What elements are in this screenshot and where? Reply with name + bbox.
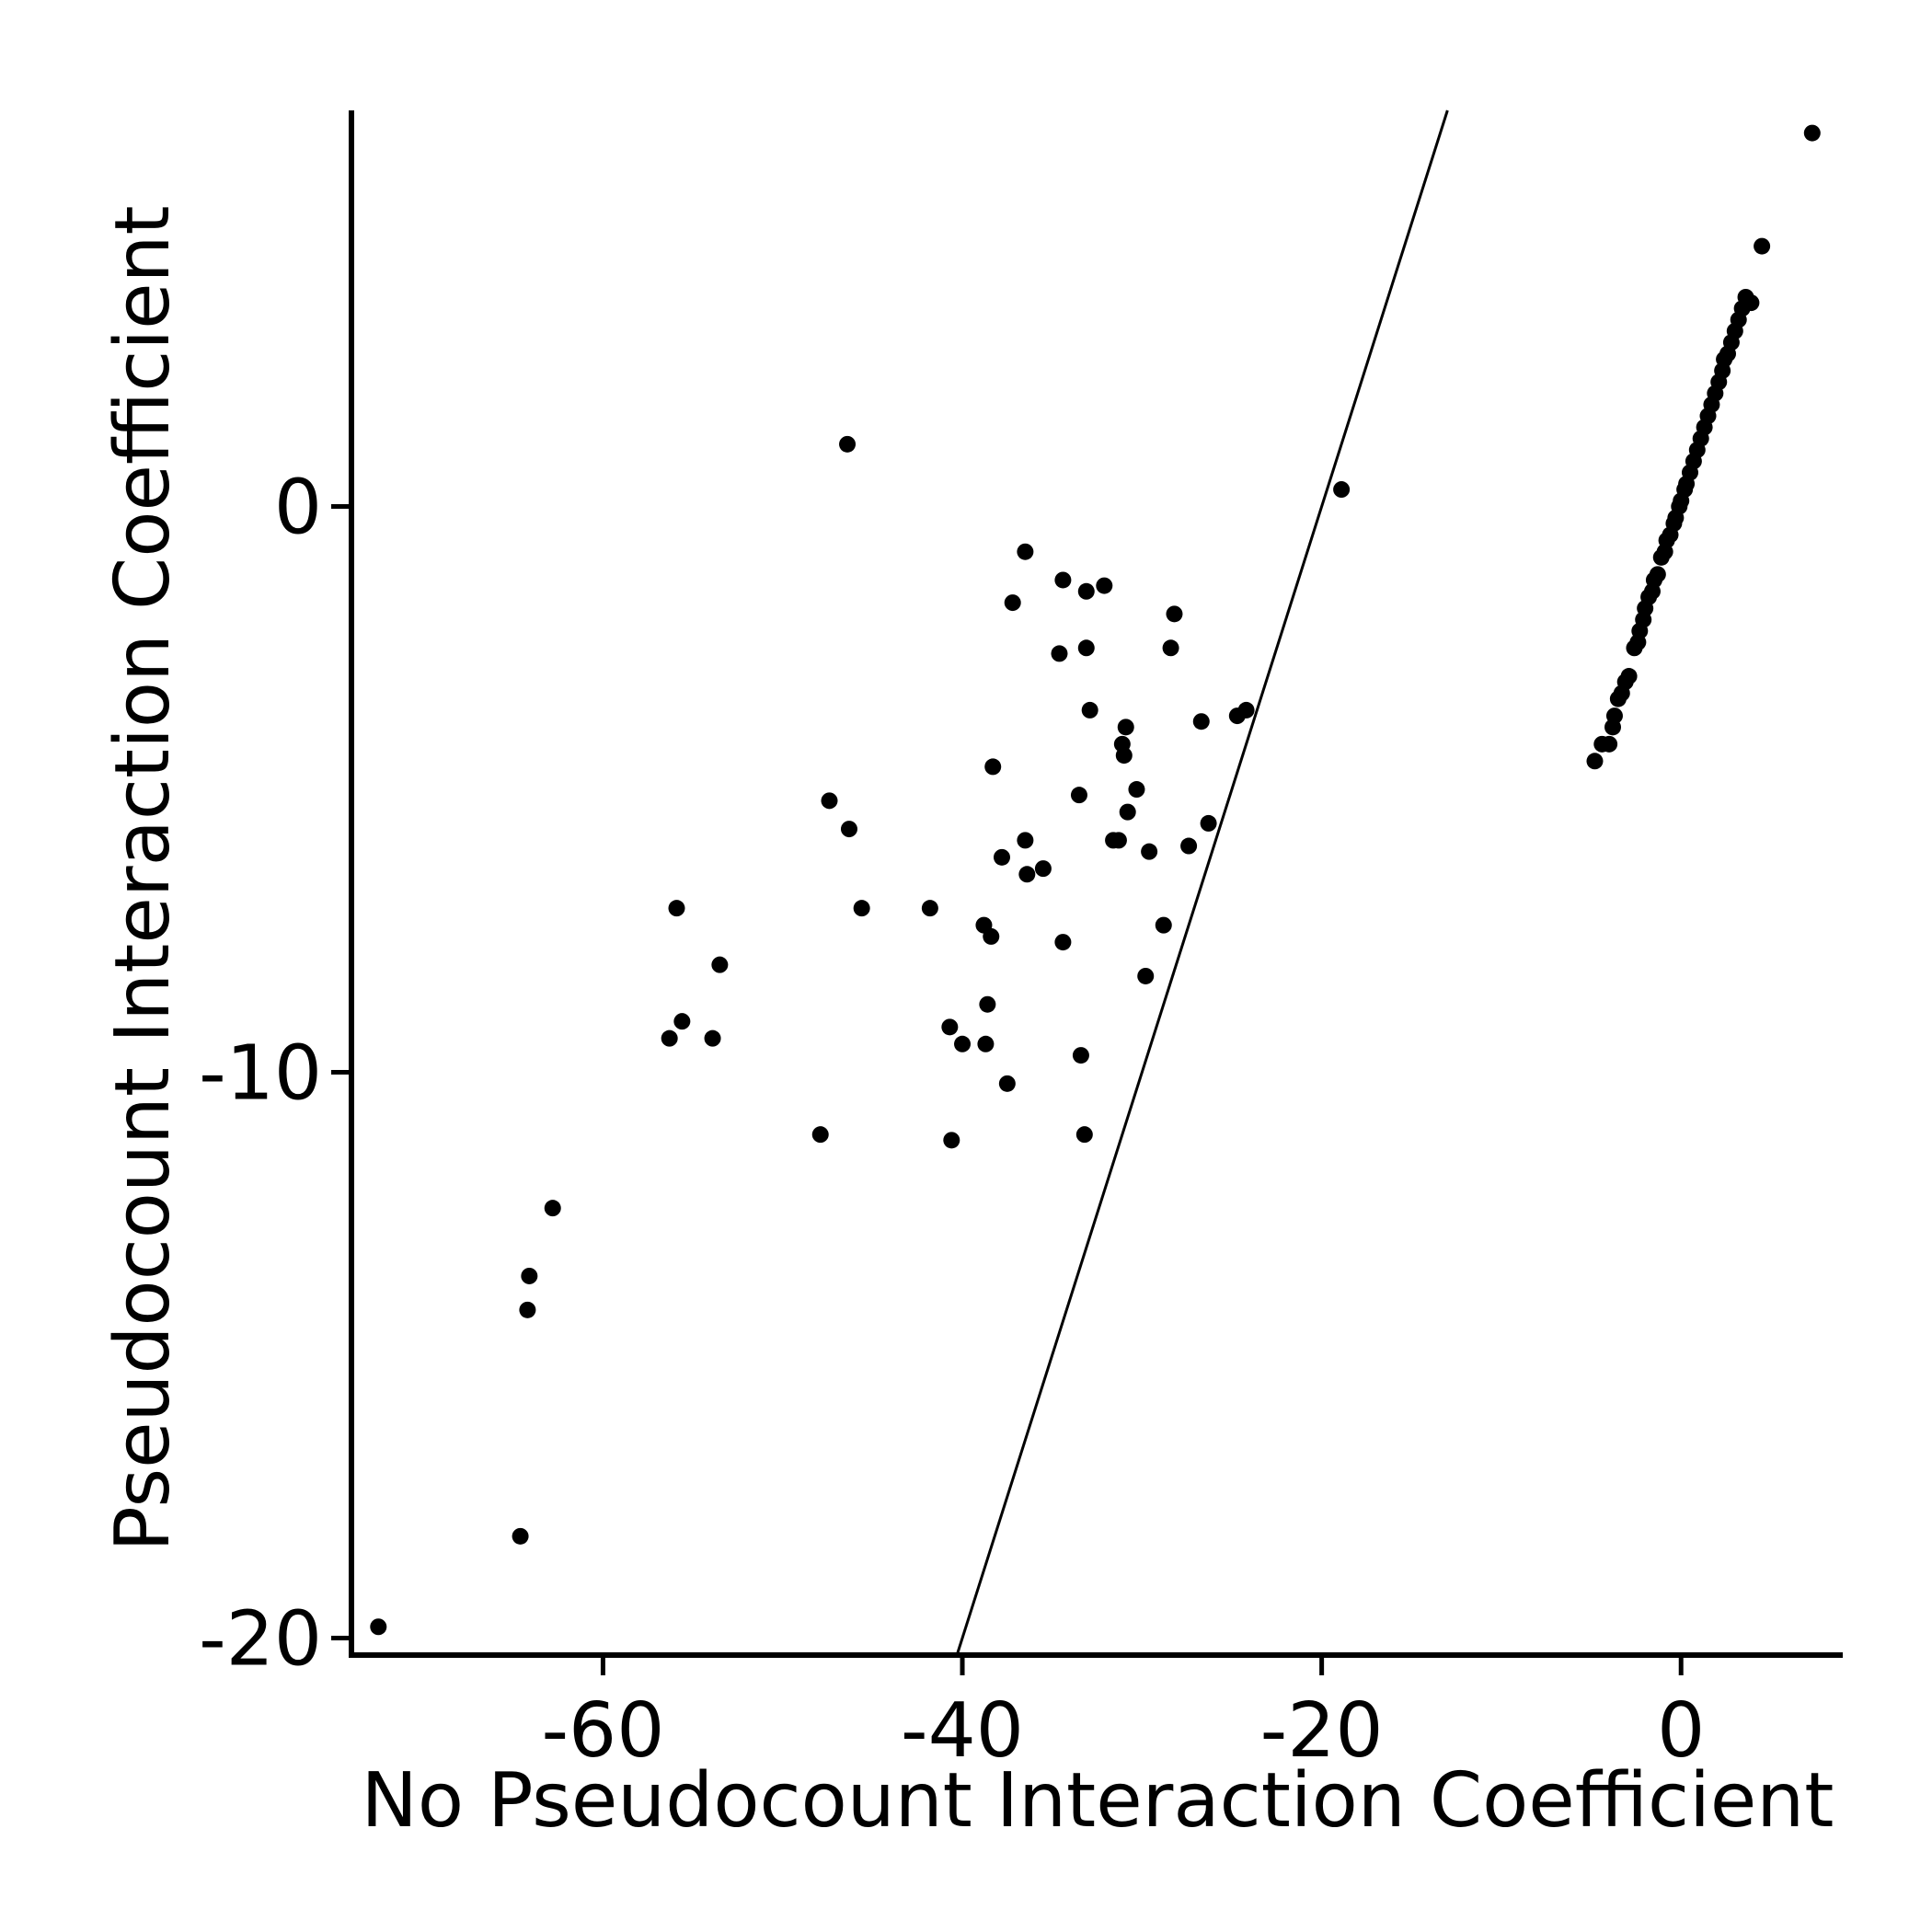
data-point [544,1200,561,1217]
data-point [1333,481,1351,499]
data-point [1017,832,1034,849]
data-point [1077,639,1095,657]
data-point [1605,707,1623,725]
data-point [839,435,857,453]
data-point [1034,860,1052,878]
data-point [1137,967,1155,984]
data-point [711,956,729,973]
x-axis-title: No Pseudocount Interaction Coefficient [362,1757,1834,1845]
data-point [1620,668,1638,685]
x-tick-label: 0 [1657,1687,1705,1775]
data-point [1649,566,1666,583]
data-point [1081,701,1098,719]
data-point [1192,713,1210,730]
data-point [1117,719,1134,736]
data-point [1110,832,1127,849]
x-tick-label: -20 [1260,1687,1384,1775]
data-point [512,1527,529,1545]
data-point [977,1035,995,1052]
data-point [370,1618,387,1636]
data-point [1742,294,1760,312]
data-point [661,1029,678,1047]
data-point [1115,747,1133,765]
reference-line-layer [955,109,1449,1656]
y-tick-label: -10 [199,1030,322,1118]
data-point [1237,701,1255,719]
data-point [998,1075,1016,1092]
data-point [921,900,938,917]
data-point [1601,735,1618,753]
data-point [1096,577,1113,594]
data-point [941,1018,959,1036]
data-point [1162,639,1179,657]
data-point [1075,1126,1093,1144]
ticks-layer: -60 -40 -20 0 -20 -10 0 [199,465,1705,1775]
data-point [1072,1047,1089,1064]
data-point [811,1126,829,1144]
data-point [943,1132,960,1149]
y-tick-label: -20 [199,1596,322,1684]
data-point [1180,837,1198,855]
data-point [840,821,857,838]
data-point [673,1013,691,1030]
data-point [853,900,870,917]
y-axis-title: Pseudocount Interaction Coefficient [99,205,187,1551]
data-point [984,758,1002,776]
data-point [1586,753,1604,770]
data-point [979,995,996,1013]
data-point [1128,781,1145,799]
data-point [1070,787,1087,804]
data-point [1054,934,1072,951]
data-point [521,1267,538,1284]
data-point [1754,237,1771,255]
data-point [668,900,685,917]
data-point [1017,543,1034,560]
data-point [983,927,1000,945]
data-point [954,1035,972,1052]
points-layer [370,124,1821,1636]
data-point [1051,645,1068,662]
axes-layer [349,110,1843,1658]
reference-line [955,109,1449,1656]
data-point [1166,605,1183,623]
x-tick-label: -40 [901,1687,1024,1775]
data-point [1803,124,1821,142]
data-point [519,1301,536,1318]
data-point [1054,571,1072,589]
data-point [1004,594,1021,612]
data-point [1200,814,1217,832]
data-point [1141,843,1158,860]
data-point [1077,582,1095,600]
data-point [1119,803,1136,821]
data-point [1155,916,1172,934]
data-point [1018,866,1036,883]
x-tick-label: -60 [541,1687,664,1775]
data-point [993,848,1010,866]
data-point [821,792,838,810]
data-point [704,1029,721,1047]
y-tick-label: 0 [274,465,322,552]
